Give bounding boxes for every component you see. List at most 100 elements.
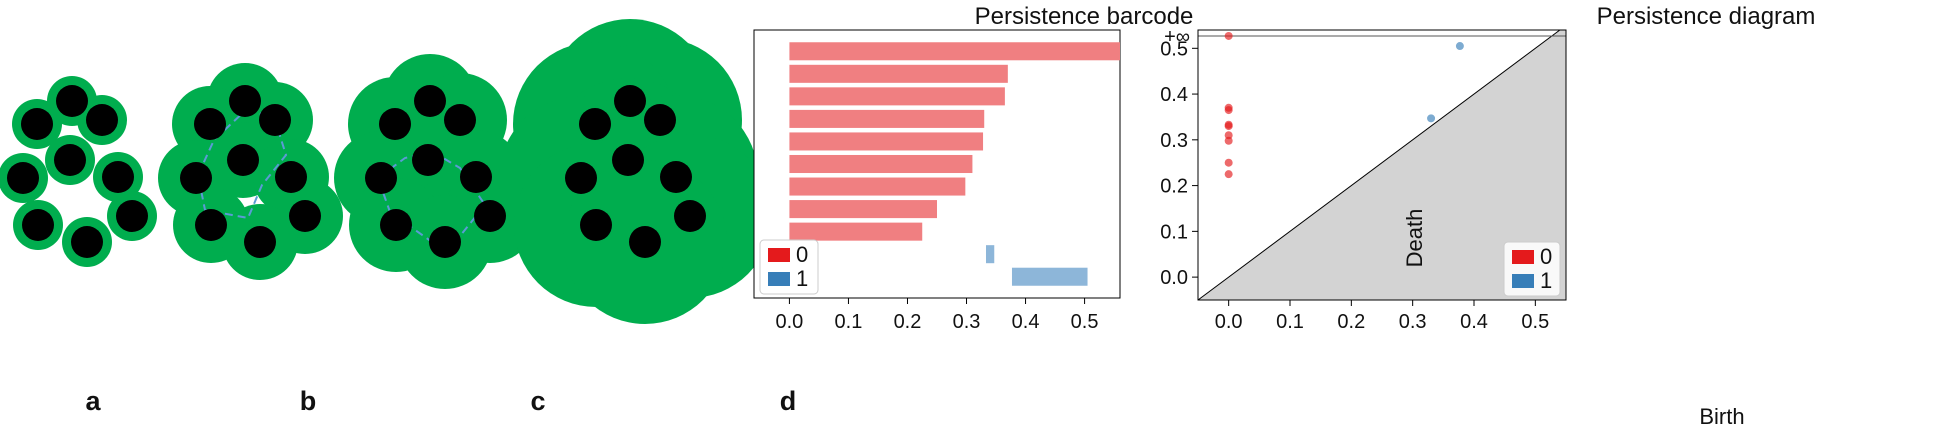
diagram-xtick-label: 0.4 — [1460, 311, 1488, 333]
point-center — [474, 200, 506, 232]
point-center — [56, 85, 88, 117]
diagram-xtick-label: 0.2 — [1337, 311, 1365, 333]
point-center — [244, 226, 276, 258]
barcode-bar — [789, 222, 923, 241]
panel-label-d: d — [780, 386, 797, 416]
point-center — [71, 226, 103, 258]
point-center — [195, 209, 227, 241]
point-center — [444, 104, 476, 136]
point-center — [180, 162, 212, 194]
barcode-bar — [789, 64, 1008, 83]
barcode-bar — [1011, 267, 1088, 286]
diagonal-line — [1197, 29, 1561, 301]
diagram-ytick-label: 0.2 — [1160, 176, 1188, 198]
barcode-bar — [789, 42, 1120, 61]
point-center — [460, 161, 492, 193]
point-center — [194, 108, 226, 140]
point-center — [7, 162, 39, 194]
legend-swatch — [768, 248, 790, 262]
barcode-chart: 0.0 0.1 0.2 0.3 0.4 0.5 01 — [753, 29, 1121, 333]
legend-label: 1 — [796, 266, 808, 291]
barcode-tick-label: 0.1 — [835, 311, 863, 333]
diagram-ytick-label: 0.4 — [1160, 84, 1188, 106]
filtration-panel-a — [0, 76, 157, 267]
panel-label-b: b — [300, 386, 317, 416]
point-center — [612, 144, 644, 176]
legend-label: 0 — [1540, 244, 1552, 269]
point-center — [414, 85, 446, 117]
legend-swatch — [1512, 250, 1534, 264]
barcode-bar — [789, 109, 985, 128]
point-center — [21, 108, 53, 140]
barcode-bar — [985, 245, 995, 264]
diagram-xtick-label: 0.1 — [1276, 311, 1304, 333]
filtration-panel-b — [158, 63, 343, 280]
point-center — [614, 85, 646, 117]
point-center — [379, 108, 411, 140]
diagram-ytick-label: 0.5 — [1160, 38, 1188, 60]
barcode-bar — [789, 200, 937, 219]
point-center — [102, 161, 134, 193]
diagram-xtick-label: 0.0 — [1215, 311, 1243, 333]
point-center — [644, 104, 676, 136]
diagram-point — [1455, 42, 1464, 51]
point-center — [380, 209, 412, 241]
diagram-ytick-label: 0.1 — [1160, 221, 1188, 243]
barcode-bar — [789, 177, 966, 196]
barcode-bar — [789, 132, 984, 151]
diagram-point — [1224, 158, 1233, 167]
point-center — [365, 162, 397, 194]
diagram-point — [1224, 106, 1233, 115]
point-center — [579, 108, 611, 140]
point-center — [227, 144, 259, 176]
barcode-bar — [789, 154, 973, 174]
diagram-chart: +∞ 0.0 0.1 0.2 0.3 0.4 0.5 0.0 0.1 0.2 0.3 0.4 0.5 01 — [1160, 26, 1567, 333]
legend-swatch — [1512, 274, 1534, 288]
diagram-xtick-label: 0.3 — [1399, 311, 1427, 333]
point-center — [660, 161, 692, 193]
point-center — [86, 104, 118, 136]
point-center — [412, 144, 444, 176]
point-center — [565, 162, 597, 194]
legend-label: 1 — [1540, 268, 1552, 293]
barcode-legend: 01 — [759, 239, 819, 295]
panel-label-a: a — [85, 386, 101, 416]
legend-label: 0 — [796, 242, 808, 267]
diagram-xtick-label: 0.5 — [1521, 311, 1549, 333]
point-center — [116, 200, 148, 232]
point-center — [674, 200, 706, 232]
diagram-axes-frame — [1197, 29, 1567, 301]
point-center — [275, 161, 307, 193]
infinity-label: +∞ — [1164, 26, 1190, 48]
barcode-bar — [789, 87, 1005, 106]
diagonal-shade — [1198, 30, 1566, 300]
diagram-point — [1224, 122, 1233, 131]
diagram-point — [1224, 170, 1233, 179]
diagram-xlabel: Birth — [1699, 404, 1744, 429]
diagram-point — [1224, 136, 1233, 145]
filtration-panel-d — [499, 19, 772, 324]
diagram-point — [1224, 31, 1233, 40]
point-center — [22, 209, 54, 241]
barcode-tick-label: 0.4 — [1012, 311, 1040, 333]
barcode-tick-label: 0.5 — [1071, 311, 1099, 333]
barcode-tick-label: 0.3 — [953, 311, 981, 333]
diagram-ytick-label: 0.0 — [1160, 267, 1188, 289]
barcode-tick-label: 0.2 — [894, 311, 922, 333]
diagram-legend: 01 — [1503, 241, 1561, 297]
diagram-title: Persistence diagram — [1597, 3, 1816, 30]
point-center — [629, 226, 661, 258]
diagram-ylabel: Death — [1402, 209, 1427, 268]
point-center — [259, 104, 291, 136]
diagram-point — [1427, 114, 1436, 123]
legend-swatch — [768, 272, 790, 286]
barcode-tick-label: 0.0 — [776, 311, 804, 333]
diagram-point — [1224, 131, 1233, 140]
point-center — [229, 85, 261, 117]
diagram-ytick-label: 0.3 — [1160, 130, 1188, 152]
barcode-title: Persistence barcode — [975, 3, 1194, 30]
panel-label-c: c — [530, 386, 545, 416]
point-center — [289, 200, 321, 232]
filtration-panels — [0, 19, 772, 324]
